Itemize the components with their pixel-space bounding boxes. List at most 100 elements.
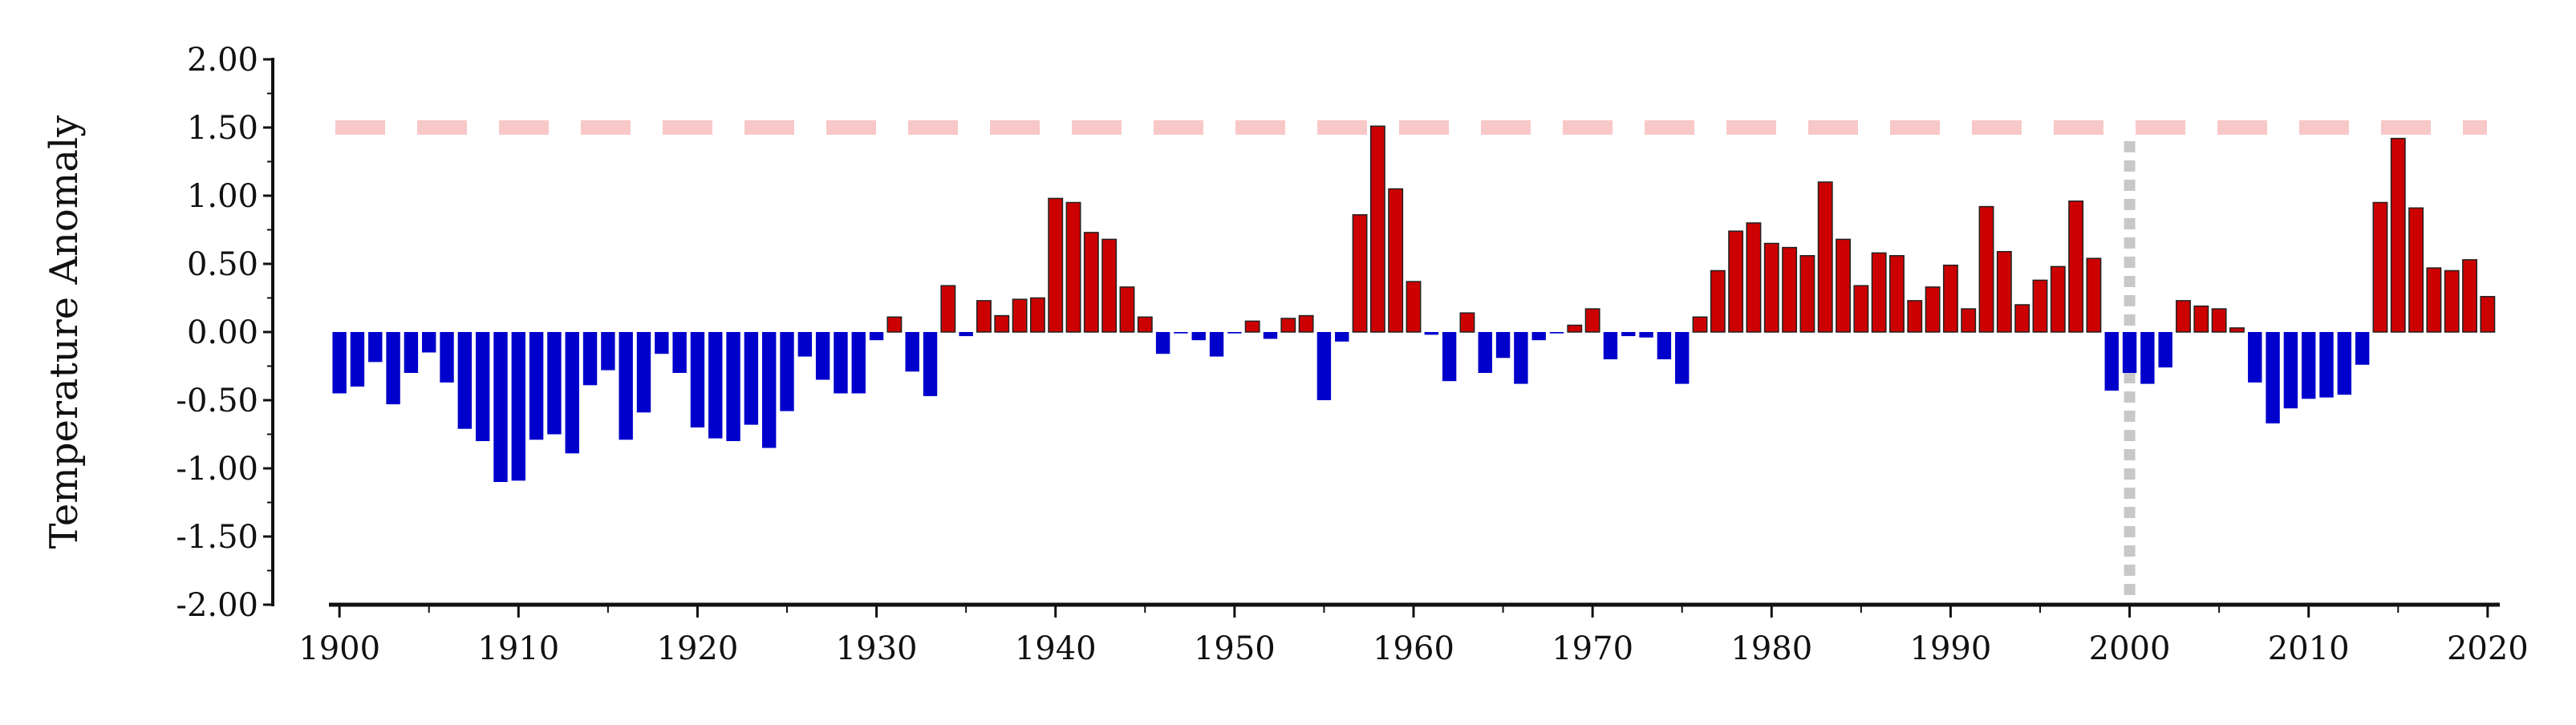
bar-1956 bbox=[1335, 332, 1349, 342]
bar-1901 bbox=[350, 332, 365, 387]
bar-1987 bbox=[1889, 255, 1905, 333]
bar-1913 bbox=[565, 332, 579, 454]
bar-1964 bbox=[1478, 332, 1492, 373]
bar-1941 bbox=[1065, 201, 1081, 333]
bar-2018 bbox=[2444, 269, 2460, 333]
x-tick-label: 1970 bbox=[1552, 630, 1633, 667]
bar-1922 bbox=[726, 332, 740, 441]
bar-1904 bbox=[404, 332, 419, 373]
bar-1932 bbox=[905, 332, 919, 372]
bar-1909 bbox=[493, 332, 508, 482]
bar-1954 bbox=[1298, 314, 1314, 333]
bar-2003 bbox=[2176, 300, 2191, 333]
bar-2000 bbox=[2122, 332, 2137, 373]
bar-1920 bbox=[690, 332, 705, 427]
bar-1959 bbox=[1388, 188, 1404, 333]
bar-1914 bbox=[582, 332, 598, 386]
bar-1908 bbox=[475, 332, 490, 441]
bar-1945 bbox=[1137, 316, 1153, 333]
x-tick-label: 1990 bbox=[1910, 630, 1992, 667]
bar-1951 bbox=[1244, 320, 1260, 333]
bar-1902 bbox=[368, 332, 383, 362]
x-tick-label: 1910 bbox=[477, 630, 559, 667]
bar-2004 bbox=[2193, 305, 2209, 333]
x-tick-label: 2020 bbox=[2447, 630, 2529, 667]
bar-1982 bbox=[1799, 255, 1815, 333]
bar-1924 bbox=[761, 332, 777, 448]
bar-1937 bbox=[994, 314, 1010, 333]
bar-2007 bbox=[2248, 332, 2262, 383]
bars-layer bbox=[332, 125, 2496, 482]
bar-1928 bbox=[834, 332, 848, 394]
bar-1986 bbox=[1871, 252, 1887, 333]
bar-1985 bbox=[1853, 285, 1869, 333]
bar-1998 bbox=[2086, 257, 2102, 333]
y-tick-label: 0.50 bbox=[187, 246, 258, 283]
x-tick-label: 1980 bbox=[1730, 630, 1812, 667]
bar-2012 bbox=[2337, 332, 2352, 395]
bar-1940 bbox=[1048, 197, 1064, 333]
x-tick-label: 1940 bbox=[1015, 630, 1097, 667]
bar-1989 bbox=[1925, 286, 1941, 333]
bar-1919 bbox=[672, 332, 687, 373]
bar-1983 bbox=[1817, 181, 1833, 333]
bar-2002 bbox=[2158, 332, 2172, 368]
bar-1960 bbox=[1406, 281, 1422, 333]
y-tick-label: 1.00 bbox=[187, 178, 258, 215]
bar-2005 bbox=[2211, 308, 2227, 333]
y-tick-label: -0.50 bbox=[176, 383, 258, 419]
bar-2015 bbox=[2390, 137, 2406, 333]
bar-2019 bbox=[2462, 259, 2477, 333]
bar-1990 bbox=[1942, 264, 1958, 333]
bar-1955 bbox=[1316, 332, 1332, 400]
bar-1911 bbox=[529, 332, 544, 440]
x-tick-label: 1930 bbox=[836, 630, 918, 667]
bar-1912 bbox=[547, 332, 562, 435]
bar-1944 bbox=[1119, 286, 1135, 333]
bar-1973 bbox=[1639, 332, 1653, 338]
bar-1968 bbox=[1549, 332, 1564, 334]
bar-1988 bbox=[1907, 300, 1923, 333]
bar-1943 bbox=[1101, 238, 1118, 333]
y-tick-label: -1.50 bbox=[176, 519, 258, 556]
bar-1972 bbox=[1621, 332, 1636, 337]
y-tick-label: 1.50 bbox=[187, 110, 258, 147]
bar-1942 bbox=[1083, 232, 1099, 333]
bar-1996 bbox=[2050, 265, 2066, 333]
bar-1930 bbox=[869, 332, 884, 341]
bar-2010 bbox=[2302, 332, 2316, 399]
bar-1966 bbox=[1514, 332, 1528, 384]
bar-2017 bbox=[2426, 267, 2442, 333]
bar-1975 bbox=[1675, 332, 1690, 384]
bar-2020 bbox=[2480, 296, 2496, 333]
bar-1931 bbox=[886, 316, 903, 333]
bar-1935 bbox=[959, 332, 973, 337]
bar-1929 bbox=[851, 332, 866, 394]
bar-1900 bbox=[332, 332, 347, 394]
bar-1999 bbox=[2104, 332, 2119, 391]
bar-1947 bbox=[1174, 332, 1188, 334]
bar-1967 bbox=[1531, 332, 1546, 341]
bar-1923 bbox=[744, 332, 759, 425]
y-tick-label: 2.00 bbox=[187, 42, 258, 79]
bar-1961 bbox=[1424, 332, 1439, 335]
bar-1948 bbox=[1191, 332, 1206, 341]
bar-2016 bbox=[2408, 207, 2424, 333]
bar-1925 bbox=[780, 332, 794, 411]
bar-1969 bbox=[1567, 324, 1583, 333]
bar-1946 bbox=[1155, 332, 1170, 354]
bar-1917 bbox=[636, 332, 651, 413]
x-tick-label: 2010 bbox=[2268, 630, 2350, 667]
bar-1933 bbox=[923, 332, 938, 396]
bar-1970 bbox=[1584, 308, 1600, 333]
bar-1939 bbox=[1029, 297, 1045, 333]
bar-1918 bbox=[655, 332, 669, 354]
x-tick-label: 2000 bbox=[2089, 630, 2171, 667]
bar-1936 bbox=[976, 300, 992, 333]
reference-lines-layer bbox=[335, 120, 2487, 601]
x-tick-label: 1900 bbox=[298, 630, 380, 667]
bar-1927 bbox=[815, 332, 830, 380]
bar-2006 bbox=[2229, 327, 2245, 333]
bar-1976 bbox=[1692, 316, 1708, 333]
x-ticks-layer: 1900 1910 1920 1930 1940 1950 1960 1970 1980 1990… bbox=[298, 605, 2529, 667]
